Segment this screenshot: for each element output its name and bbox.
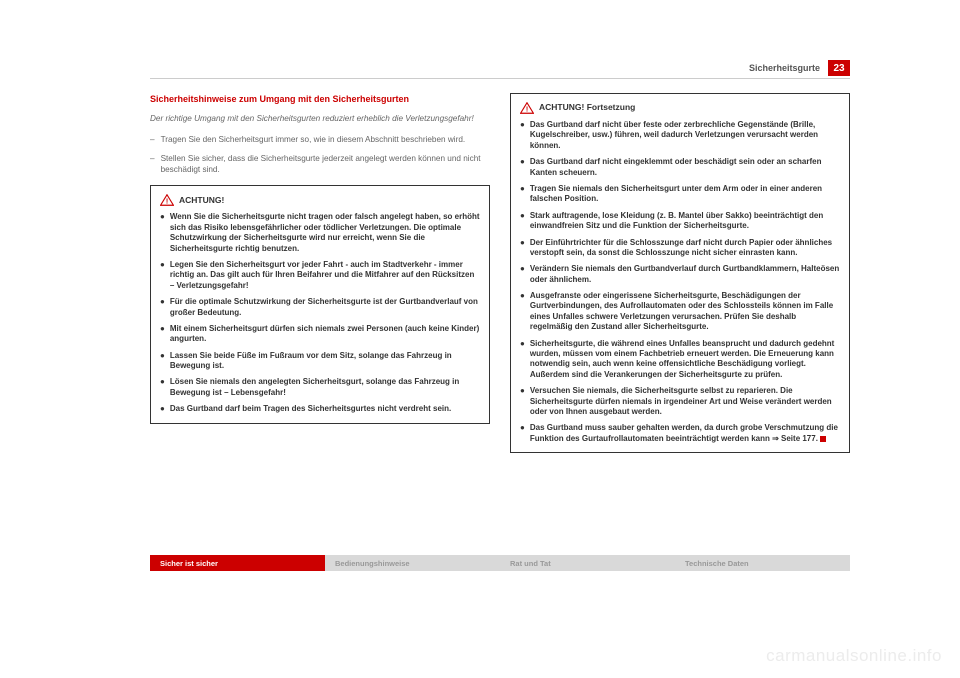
bullet-icon: ● (160, 404, 165, 414)
bullet-text: Das Gurtband darf nicht über feste oder … (530, 120, 840, 151)
bullet-icon: ● (160, 377, 165, 398)
bullet-icon: ● (520, 238, 525, 259)
intro-paragraph: Der richtige Umgang mit den Sicherheitsg… (150, 113, 490, 124)
tab-operation[interactable]: Bedienungshinweise (325, 555, 500, 571)
dash-icon: – (150, 153, 155, 175)
bullet-icon: ● (520, 211, 525, 232)
list-item: – Stellen Sie sicher, dass die Sicherhei… (150, 153, 490, 175)
bullet-text: Das Gurtband darf nicht eingeklemmt oder… (530, 157, 840, 178)
bullet-text: Das Gurtband darf beim Tragen des Sicher… (170, 404, 451, 414)
page-content: Sicherheitsgurte 23 Sicherheitshinweise … (150, 60, 850, 453)
warning-bullet: ●Versuchen Sie niemals, die Sicherheitsg… (520, 386, 840, 417)
bullet-icon: ● (520, 423, 525, 444)
bullet-icon: ● (520, 291, 525, 333)
warning-triangle-icon: ! (160, 194, 174, 206)
two-column-layout: Sicherheitshinweise zum Umgang mit den S… (150, 93, 850, 453)
warning-bullet: ●Verändern Sie niemals den Gurtbandverla… (520, 264, 840, 285)
bullet-icon: ● (520, 339, 525, 381)
warning-bullet: ●Das Gurtband darf nicht eingeklemmt ode… (520, 157, 840, 178)
watermark: carmanualsonline.info (766, 646, 942, 666)
warning-bullet: ●Sicherheitsgurte, die während eines Unf… (520, 339, 840, 381)
section-title: Sicherheitshinweise zum Umgang mit den S… (150, 93, 490, 105)
bullet-icon: ● (160, 351, 165, 372)
warning-bullet: ●Das Gurtband darf nicht über feste oder… (520, 120, 840, 151)
tab-safety[interactable]: Sicher ist sicher (150, 555, 325, 571)
warning-box-header: ! ACHTUNG! (160, 194, 480, 206)
bullet-text: Lassen Sie beide Füße im Fußraum vor dem… (170, 351, 480, 372)
bullet-text: Der Einführtrichter für die Schlosszunge… (530, 238, 840, 259)
page-header: Sicherheitsgurte 23 (150, 60, 850, 79)
warning-box: ! ACHTUNG! ●Wenn Sie die Sicherheitsgurt… (150, 185, 490, 423)
bullet-icon: ● (160, 297, 165, 318)
bullet-text: Versuchen Sie niemals, die Sicherheitsgu… (530, 386, 840, 417)
warning-box-title: ACHTUNG! (179, 195, 224, 206)
list-item: – Tragen Sie den Sicherheitsgurt immer s… (150, 134, 490, 145)
bullet-text: Lösen Sie niemals den angelegten Sicherh… (170, 377, 480, 398)
end-mark-icon (820, 436, 826, 442)
warning-bullet: ●Legen Sie den Sicherheitsgurt vor jeder… (160, 260, 480, 291)
warning-box-title: ACHTUNG! Fortsetzung (539, 102, 635, 113)
bullet-icon: ● (520, 120, 525, 151)
warning-bullet: ●Lösen Sie niemals den angelegten Sicher… (160, 377, 480, 398)
tab-techdata[interactable]: Technische Daten (675, 555, 850, 571)
warning-bullet: ●Ausgefranste oder eingerissene Sicherhe… (520, 291, 840, 333)
warning-bullet: ●Das Gurtband muss sauber gehalten werde… (520, 423, 840, 444)
bullet-text: Stark auftragende, lose Kleidung (z. B. … (530, 211, 840, 232)
warning-box-header: ! ACHTUNG! Fortsetzung (520, 102, 840, 114)
warning-bullet: ● Das Gurtband darf beim Tragen des Siche… (160, 404, 480, 414)
bullet-text: Das Gurtband muss sauber gehalten werden… (530, 423, 840, 444)
svg-text:!: ! (166, 199, 168, 206)
left-column: Sicherheitshinweise zum Umgang mit den S… (150, 93, 490, 453)
bullet-text: Ausgefranste oder eingerissene Sicherhei… (530, 291, 840, 333)
bullet-icon: ● (520, 386, 525, 417)
list-text: Stellen Sie sicher, dass die Sicherheits… (161, 153, 490, 175)
bullet-icon: ● (160, 260, 165, 291)
bullet-icon: ● (160, 212, 165, 254)
bullet-icon: ● (520, 264, 525, 285)
page-number-badge: 23 (828, 60, 850, 76)
tab-advice[interactable]: Rat und Tat (500, 555, 675, 571)
right-column: ! ACHTUNG! Fortsetzung ●Das Gurtband dar… (510, 93, 850, 453)
footer-tabs: Sicher ist sicher Bedienungshinweise Rat… (150, 555, 850, 571)
bullet-text: Sicherheitsgurte, die während eines Unfa… (530, 339, 840, 381)
warning-bullet: ●Tragen Sie niemals den Sicherheitsgurt … (520, 184, 840, 205)
bullet-text: Mit einem Sicherheitsgurt dürfen sich ni… (170, 324, 480, 345)
warning-bullet: ●Stark auftragende, lose Kleidung (z. B.… (520, 211, 840, 232)
warning-bullet: ●Der Einführtrichter für die Schlosszung… (520, 238, 840, 259)
bullet-text: Verändern Sie niemals den Gurtbandverlau… (530, 264, 840, 285)
dash-icon: – (150, 134, 155, 145)
warning-bullet: ●Lassen Sie beide Füße im Fußraum vor de… (160, 351, 480, 372)
warning-bullet: ●Mit einem Sicherheitsgurt dürfen sich n… (160, 324, 480, 345)
warning-box-continued: ! ACHTUNG! Fortsetzung ●Das Gurtband dar… (510, 93, 850, 453)
list-text: Tragen Sie den Sicherheitsgurt immer so,… (161, 134, 466, 145)
warning-bullet: ●Für die optimale Schutzwirkung der Sich… (160, 297, 480, 318)
bullet-text: Für die optimale Schutzwirkung der Siche… (170, 297, 480, 318)
svg-text:!: ! (526, 107, 528, 114)
bullet-text: Wenn Sie die Sicherheitsgurte nicht trag… (170, 212, 480, 254)
header-title: Sicherheitsgurte (749, 63, 820, 73)
bullet-text: Legen Sie den Sicherheitsgurt vor jeder … (170, 260, 480, 291)
warning-triangle-icon: ! (520, 102, 534, 114)
bullet-icon: ● (520, 184, 525, 205)
bullet-icon: ● (160, 324, 165, 345)
warning-bullet: ●Wenn Sie die Sicherheitsgurte nicht tra… (160, 212, 480, 254)
bullet-icon: ● (520, 157, 525, 178)
bullet-text: Tragen Sie niemals den Sicherheitsgurt u… (530, 184, 840, 205)
